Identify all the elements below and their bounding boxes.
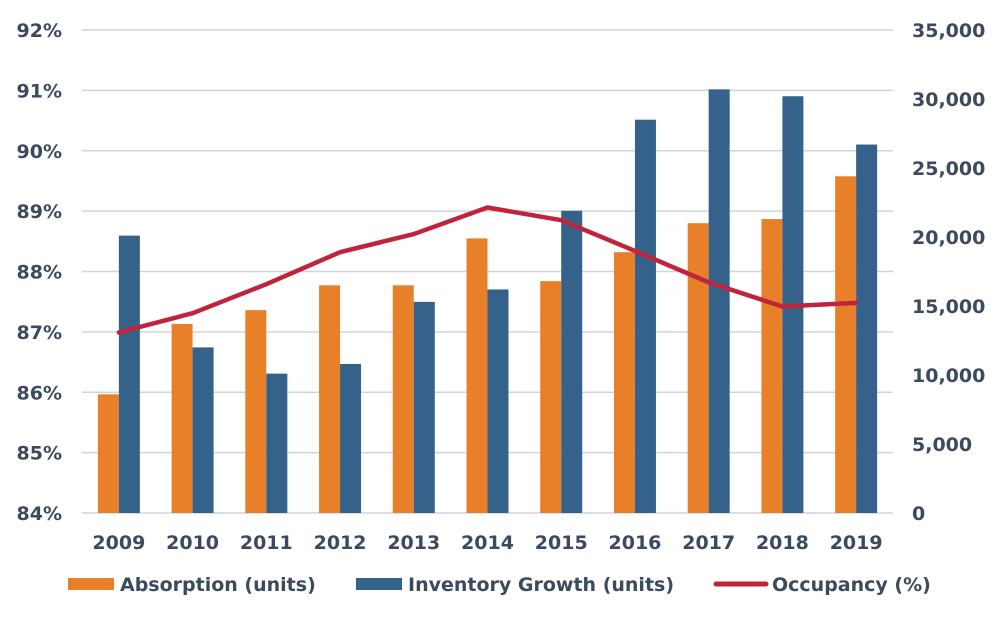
- occupancy-line: [116, 205, 859, 335]
- right-tick-label: 15,000: [912, 296, 985, 318]
- bar-absorption: [392, 285, 414, 513]
- legend-label: Inventory Growth (units): [408, 574, 674, 596]
- bar-inventory-growth: [266, 373, 288, 513]
- left-tick-label: 91%: [17, 80, 62, 102]
- legend-swatch: [68, 578, 114, 590]
- bar-inventory-growth: [340, 363, 362, 513]
- right-tick-label: 10,000: [912, 365, 985, 387]
- legend-label: Occupancy (%): [772, 574, 931, 596]
- bar-absorption: [466, 238, 488, 513]
- right-tick-label: 25,000: [912, 158, 985, 180]
- bar-absorption: [613, 252, 635, 513]
- legend-swatch: [356, 578, 402, 590]
- x-tick-label: 2015: [535, 532, 588, 554]
- legend-label: Absorption (units): [120, 574, 316, 596]
- left-tick-label: 84%: [17, 503, 62, 525]
- right-tick-label: 35,000: [912, 20, 985, 42]
- x-tick-label: 2012: [314, 532, 367, 554]
- right-tick-label: 30,000: [912, 89, 985, 111]
- bar-inventory-growth: [856, 144, 878, 514]
- bar-inventory-growth: [413, 301, 435, 513]
- right-tick-label: 0: [912, 503, 925, 525]
- left-axis-ticks: 84% 85% 86% 87% 88% 89% 90% 91% 92%: [17, 20, 62, 525]
- legend: Absorption (units) Inventory Growth (unit…: [68, 574, 931, 596]
- x-tick-label: 2014: [461, 532, 514, 554]
- right-tick-label: 20,000: [912, 227, 985, 249]
- occupancy-line-group: [116, 205, 859, 335]
- bar-absorption: [835, 176, 857, 513]
- x-tick-label: 2017: [682, 532, 735, 554]
- x-tick-label: 2011: [240, 532, 293, 554]
- bar-inventory-growth: [192, 347, 214, 513]
- left-tick-label: 87%: [17, 322, 62, 344]
- x-tick-label: 2010: [166, 532, 219, 554]
- left-tick-label: 90%: [17, 141, 62, 163]
- bar-absorption: [761, 219, 783, 513]
- bar-inventory-growth: [118, 235, 140, 513]
- bar-inventory-growth: [487, 289, 509, 513]
- bar-inventory-growth: [561, 210, 583, 513]
- bar-absorption: [319, 285, 341, 513]
- bar-absorption: [245, 310, 267, 513]
- left-tick-label: 86%: [17, 382, 62, 404]
- left-tick-label: 89%: [17, 201, 62, 223]
- right-axis-ticks: 0 5,000 10,000 15,000 20,000 25,000 30,000 35,0…: [912, 20, 985, 525]
- x-axis-ticks: 2009 2010 2011 2012 2013 2014 2015 2016 2017 2018…: [92, 532, 882, 554]
- right-tick-label: 5,000: [912, 434, 972, 456]
- left-tick-label: 85%: [17, 443, 62, 465]
- bar-absorption: [171, 323, 193, 513]
- bar-absorption: [687, 223, 709, 513]
- bar-inventory-growth: [708, 89, 730, 513]
- x-tick-label: 2016: [609, 532, 662, 554]
- x-tick-label: 2013: [387, 532, 440, 554]
- bar-inventory-growth: [634, 119, 656, 513]
- left-tick-label: 92%: [17, 20, 62, 42]
- left-tick-label: 88%: [17, 262, 62, 284]
- x-tick-label: 2019: [830, 532, 883, 554]
- x-tick-label: 2018: [756, 532, 809, 554]
- x-tick-label: 2009: [92, 532, 145, 554]
- bar-absorption: [540, 281, 562, 513]
- bar-absorption: [97, 394, 119, 513]
